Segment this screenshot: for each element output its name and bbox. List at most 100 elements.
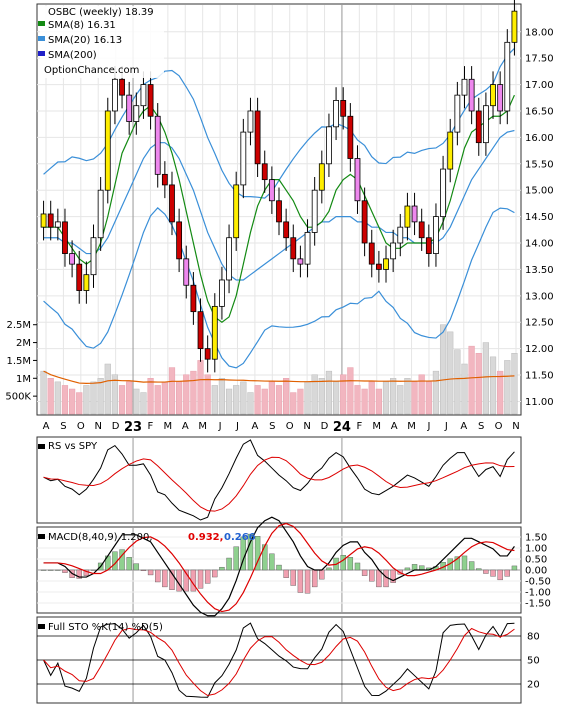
candle-body [354, 158, 361, 202]
legend-sma8: SMA(8) 16.31 [48, 20, 116, 31]
x-tick-label: J [235, 421, 239, 432]
macd-axis: 1.501.000.500.00-0.50-1.00-1.50 [525, 533, 551, 610]
volume-bar [390, 378, 397, 415]
price-tick-label: 14.50 [525, 212, 554, 223]
volume-bar [140, 392, 147, 415]
candle-body [104, 110, 111, 191]
candle-body [197, 311, 204, 350]
macd-histogram-bar [411, 564, 418, 571]
volume-bar [47, 378, 54, 415]
price-axis: 18.00 17.50 17.00 16.50 16.00 15.50 15.00 14.50… [525, 27, 554, 408]
volume-bar [233, 385, 240, 415]
volume-bar [54, 381, 61, 415]
candle-body [311, 189, 318, 233]
chart-title: OSBC (weekly) 18.39 [48, 7, 154, 18]
volume-bar [126, 381, 133, 415]
candle-body [333, 100, 339, 128]
macd-histogram-bar [390, 569, 396, 583]
volume-bar [268, 381, 275, 415]
x-tick-label: J [426, 421, 430, 432]
macd-histogram-bar [504, 569, 510, 577]
macd-histogram-bar [311, 569, 318, 588]
price-tick-label: 14.00 [525, 239, 554, 250]
volume-bar [418, 374, 425, 415]
x-tick-label: S [269, 421, 275, 432]
candle-body [375, 263, 382, 270]
candle-body [211, 305, 218, 360]
volume-tick-label: 2M [16, 338, 31, 349]
volume-bar [261, 388, 268, 415]
macd-histogram-bar [197, 569, 204, 589]
candle-body [183, 258, 190, 286]
macd-histogram-bar [48, 569, 54, 571]
candle-body [283, 221, 290, 239]
x-tick-label: D [321, 421, 329, 432]
sma8-swatch [38, 21, 45, 26]
x-tick-label: A [43, 421, 50, 432]
macd-histogram-bar [226, 557, 232, 571]
macd-histogram-bar [476, 568, 482, 571]
macd-histogram-bar [269, 553, 275, 571]
volume-tick-label: 1.5M [6, 356, 31, 367]
macd-histogram-bar [354, 562, 361, 571]
price-tick-label: 18.00 [525, 27, 554, 38]
candle-body [497, 84, 504, 112]
candle-body [219, 279, 225, 307]
candle-body [247, 110, 254, 133]
price-tick-label: 16.00 [525, 133, 554, 144]
volume-bar [375, 388, 382, 415]
volume-bar [439, 324, 447, 415]
candle-body [226, 237, 232, 281]
volume-bar [40, 370, 47, 415]
candle-body [54, 221, 61, 228]
x-tick-label: A [391, 421, 398, 432]
volume-bar [247, 392, 254, 415]
macd-histogram-bar [319, 569, 325, 580]
candle-body [347, 115, 354, 159]
price-tick-label: 13.00 [525, 291, 554, 302]
sto-lines [43, 622, 515, 698]
lower-band-line [43, 207, 515, 369]
price-tick-label: 17.00 [525, 80, 554, 91]
rs-line [43, 439, 515, 521]
volume-bar [147, 378, 154, 415]
macd-swatch [38, 534, 45, 539]
macd-signal-value: 0.932, [188, 532, 223, 543]
macd-histogram-bar [254, 536, 261, 571]
candle-body [161, 173, 168, 186]
volume-bar [397, 385, 404, 415]
candle-body [383, 258, 389, 270]
price-tick-label: 11.00 [525, 397, 554, 408]
candle-body [482, 105, 489, 144]
candle-body [176, 221, 183, 260]
volume-bar [197, 360, 204, 415]
macd-histogram-bar [297, 569, 304, 593]
candle-body [468, 78, 475, 112]
sma200-swatch [38, 51, 45, 56]
macd-histogram-bar [212, 569, 218, 578]
macd-histogram-bar [404, 567, 411, 571]
volume-bar [69, 388, 76, 415]
macd-histogram-bar [233, 546, 239, 571]
candle-body [368, 242, 375, 265]
candle-body [69, 253, 76, 265]
volume-bar [318, 378, 325, 415]
volume-bar [468, 345, 475, 415]
candle-body [433, 216, 439, 254]
candle-body [233, 184, 240, 239]
price-tick-label: 16.50 [525, 106, 554, 117]
macd-tick-label: 1.00 [525, 544, 547, 555]
macd-histogram-bar [461, 555, 468, 571]
candle-body [297, 258, 304, 265]
volume-bar [325, 370, 333, 415]
macd-histogram-bar [283, 569, 289, 578]
candle-body [190, 284, 197, 313]
candle-body [154, 115, 161, 175]
volume-bar [504, 360, 511, 415]
candle-body [447, 131, 454, 170]
candle-body [83, 274, 90, 291]
volume-bar [475, 353, 482, 415]
macd-tick-label: 0.00 [525, 566, 547, 577]
candle-body [76, 263, 83, 291]
